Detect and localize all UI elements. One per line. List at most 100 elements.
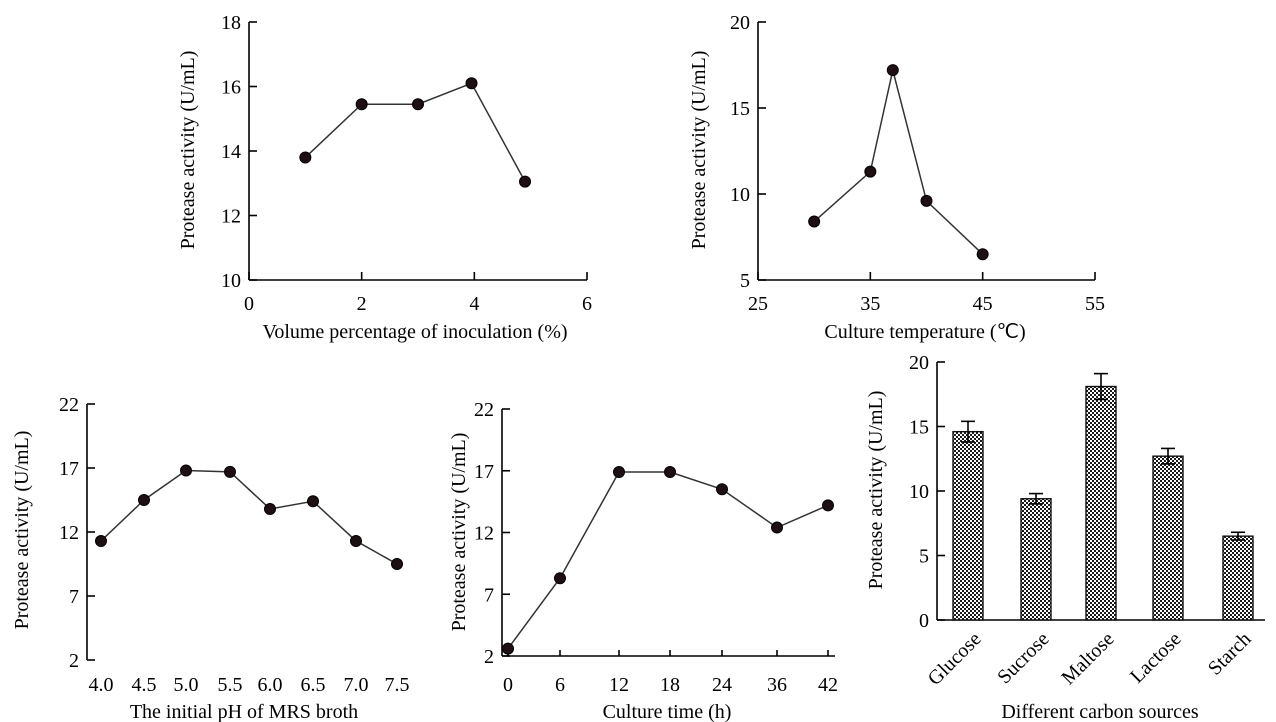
- y-axis-title: Protease activity (U/mL): [11, 431, 33, 630]
- y-tick-label: 0: [919, 610, 929, 632]
- data-point: [299, 151, 312, 164]
- x-tick-label: Lactose: [1126, 628, 1186, 688]
- y-tick-label: 10: [909, 481, 929, 503]
- x-tick-label: Starch: [1204, 628, 1256, 680]
- y-tick-label: 22: [59, 394, 79, 416]
- x-tick-label: 0: [244, 293, 254, 315]
- chart-3: 2 7 12 17 22 4.0 4.5 5.0 5.5 6.0 6.5 7.0 7.5 The init…: [11, 394, 410, 722]
- x-tick-label: 5.5: [218, 674, 243, 696]
- y-tick-label: 12: [474, 523, 494, 545]
- data-point: [350, 534, 362, 547]
- data-point: [976, 248, 989, 261]
- chart-1: 10 12 14 16 18 0 2 4 6 Volume percentage of inocu…: [177, 12, 592, 343]
- data-point: [864, 165, 877, 178]
- bar: [1085, 385, 1117, 621]
- y-tick-label: 12: [221, 206, 241, 228]
- x-tick-label: 12: [609, 674, 629, 696]
- x-axis-title: Different carbon sources: [1001, 701, 1199, 722]
- y-tick-label: 20: [909, 352, 929, 374]
- x-tick-label: 7.0: [344, 674, 369, 696]
- data-point: [519, 175, 532, 188]
- x-tick-label: 6: [582, 293, 592, 315]
- y-axis-title: Protease activity (U/mL): [177, 51, 199, 250]
- y-tick-label: 2: [484, 646, 494, 668]
- x-tick-label: 0: [503, 674, 513, 696]
- data-point: [355, 98, 368, 111]
- data-point: [920, 194, 933, 207]
- x-axis-title: Culture temperature (℃): [824, 321, 1025, 343]
- series-line: [507, 471, 829, 650]
- x-tick-label: 24: [712, 674, 732, 696]
- chart-5: 0 5 10 15 20 Glucose Sucrose Maltose Lactose Star…: [865, 352, 1265, 722]
- y-tick-label: 17: [474, 461, 494, 483]
- data-point: [664, 465, 676, 478]
- series-line: [304, 82, 526, 182]
- y-tick-label: 15: [909, 417, 929, 439]
- x-axis-title: The initial pH of MRS broth: [130, 701, 358, 722]
- series-line: [813, 69, 984, 255]
- chart-4: 2 7 12 17 22 0 6 12 18 24 36 42 Culture time (h) Prot…: [448, 399, 838, 722]
- chart-2: 5 10 15 20 25 35 45 55 Culture temperature (℃) Pr…: [688, 12, 1105, 343]
- data-point: [613, 465, 625, 478]
- y-tick-label: 2: [69, 650, 79, 672]
- y-axis-title: Protease activity (U/mL): [448, 433, 470, 632]
- x-tick-label: 42: [818, 674, 838, 696]
- x-tick-label: Glucose: [924, 628, 986, 690]
- x-tick-label: 55: [1085, 293, 1105, 315]
- data-point: [224, 465, 236, 478]
- y-tick-label: 22: [474, 399, 494, 421]
- bar: [952, 430, 984, 621]
- data-point: [822, 499, 834, 512]
- bar: [1020, 498, 1052, 621]
- data-point: [771, 521, 783, 534]
- y-tick-label: 18: [221, 12, 241, 34]
- y-tick-label: 5: [740, 270, 750, 292]
- data-point: [716, 483, 728, 496]
- x-tick-label: 4: [469, 293, 479, 315]
- x-tick-label: Sucrose: [993, 628, 1053, 688]
- data-point: [554, 572, 566, 585]
- x-tick-label: 2: [357, 293, 367, 315]
- x-axis-title: Culture time (h): [603, 701, 732, 722]
- data-point: [808, 215, 821, 228]
- y-tick-label: 5: [919, 546, 929, 568]
- x-tick-label: Maltose: [1057, 628, 1118, 689]
- y-axis-title: Protease activity (U/mL): [865, 391, 887, 590]
- data-point: [886, 64, 899, 77]
- y-tick-label: 10: [221, 270, 241, 292]
- x-tick-label: 4.0: [89, 674, 114, 696]
- x-tick-label: 6: [555, 674, 565, 696]
- x-tick-label: 6.0: [258, 674, 283, 696]
- y-tick-label: 12: [59, 522, 79, 544]
- x-tick-label: 35: [860, 293, 880, 315]
- x-tick-label: 25: [748, 293, 768, 315]
- data-point: [264, 502, 276, 515]
- data-point: [180, 464, 192, 477]
- x-tick-label: 45: [973, 293, 993, 315]
- data-point: [502, 642, 514, 655]
- y-tick-label: 15: [730, 98, 750, 120]
- bar: [1222, 535, 1254, 621]
- y-tick-label: 20: [730, 12, 750, 34]
- y-tick-label: 10: [730, 184, 750, 206]
- data-point: [138, 494, 150, 506]
- y-tick-label: 14: [221, 141, 241, 163]
- data-point: [465, 77, 478, 90]
- data-point: [95, 534, 107, 547]
- x-tick-label: 18: [660, 674, 680, 696]
- y-tick-label: 17: [59, 458, 79, 480]
- data-point: [412, 98, 424, 111]
- y-tick-label: 7: [69, 586, 79, 608]
- x-tick-label: 36: [767, 674, 787, 696]
- bar: [1152, 455, 1184, 621]
- data-point: [391, 558, 403, 570]
- x-axis-title: Volume percentage of inoculation (%): [262, 321, 567, 343]
- x-tick-label: 5.0: [174, 674, 199, 696]
- data-point: [307, 495, 319, 508]
- y-tick-label: 16: [221, 77, 241, 99]
- y-tick-label: 7: [484, 584, 494, 606]
- series-line: [100, 469, 398, 565]
- y-axis-title: Protease activity (U/mL): [688, 51, 710, 250]
- x-tick-label: 6.5: [301, 674, 326, 696]
